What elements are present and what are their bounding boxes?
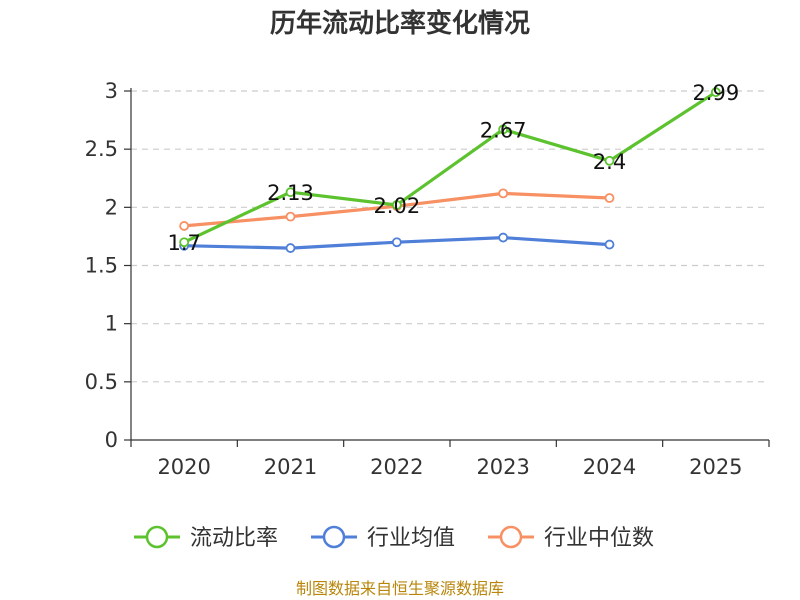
legend-item[interactable]: 行业均值	[311, 525, 455, 551]
data-point[interactable]	[391, 237, 402, 248]
chart-title: 历年流动比率变化情况	[270, 8, 530, 39]
data-point[interactable]	[604, 239, 615, 250]
series-line	[182, 90, 718, 244]
y-tick-label: 1.5	[85, 254, 118, 278]
data-point[interactable]	[391, 200, 402, 210]
data-point[interactable]	[285, 211, 296, 222]
data-label: 2.02	[373, 194, 420, 218]
legend[interactable]: 流动比率 行业均值 行业中位数	[134, 525, 654, 551]
source-note: 制图数据来自恒生聚源数据库	[296, 579, 504, 598]
data-point[interactable]	[710, 87, 721, 98]
data-label: 2.99	[692, 81, 739, 105]
y-tick-label: 3	[105, 79, 118, 103]
legend-label: 行业中位数	[544, 526, 654, 551]
legend-marker	[145, 525, 169, 549]
data-label: 1.7	[167, 231, 200, 255]
legend-item[interactable]: 行业中位数	[488, 525, 654, 551]
data-point[interactable]	[498, 188, 509, 199]
legend-marker	[499, 525, 523, 549]
data-point[interactable]	[285, 187, 296, 198]
x-tick-label: 2022	[370, 455, 423, 479]
data-label: 2.67	[480, 118, 527, 142]
y-tick-label: 2	[105, 195, 118, 219]
y-tick-label: 0	[105, 428, 118, 452]
legend-label: 行业均值	[367, 526, 455, 551]
series-layer	[179, 87, 721, 253]
legend-item[interactable]: 流动比率	[134, 525, 278, 551]
data-point[interactable]	[179, 221, 190, 231]
data-point[interactable]	[285, 243, 296, 253]
legend-marker	[322, 525, 346, 549]
data-point[interactable]	[498, 124, 509, 135]
x-tick-label: 2023	[476, 455, 529, 479]
data-label: 2.4	[593, 150, 626, 174]
x-tick-label: 2020	[157, 455, 210, 479]
data-labels: 1.7 2.13 2.02 2.67 2.4 2.99	[167, 81, 739, 255]
y-tick-label: 1	[105, 312, 118, 336]
axes: 0 0.5 1 1.5 2 2.5 3 2020 2021 2022 2023 2024 2025	[85, 79, 770, 479]
data-point[interactable]	[498, 232, 509, 243]
data-label: 2.13	[267, 181, 314, 205]
data-point[interactable]	[604, 155, 615, 166]
legend-label: 流动比率	[190, 526, 278, 551]
y-tick-label: 0.5	[85, 370, 118, 394]
x-tick-label: 2024	[583, 455, 636, 479]
grid-lines	[131, 90, 769, 383]
data-point[interactable]	[604, 193, 615, 203]
x-tick-label: 2021	[264, 455, 317, 479]
y-tick-label: 2.5	[85, 137, 118, 161]
x-tick-label: 2025	[689, 455, 742, 479]
data-point[interactable]	[179, 237, 190, 248]
